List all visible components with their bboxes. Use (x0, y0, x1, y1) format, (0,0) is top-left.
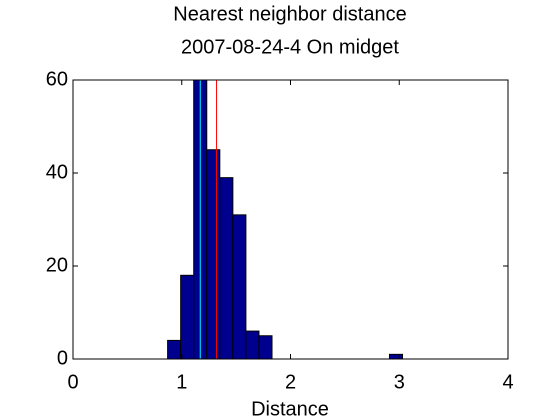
chart-title: Nearest neighbor distance (173, 3, 406, 25)
y-tick-label: 0 (57, 347, 68, 369)
bar (167, 339, 182, 359)
x-tick-label: 1 (176, 371, 187, 393)
y-tick-label: 60 (46, 68, 68, 90)
bar (232, 214, 247, 359)
bar (258, 335, 273, 359)
x-tick-label: 2 (285, 371, 296, 393)
plot-area (167, 80, 404, 359)
bar (245, 330, 260, 359)
y-tick-label: 40 (46, 161, 68, 183)
x-tick-label: 3 (394, 371, 405, 393)
y-tick-label: 20 (46, 254, 68, 276)
x-axis-label: Distance (251, 398, 329, 420)
bar (219, 177, 234, 359)
chart-subtitle: 2007-08-24-4 On midget (181, 36, 399, 58)
bar (180, 274, 195, 359)
x-tick-label: 4 (502, 371, 513, 393)
bar (206, 149, 221, 359)
axes-box (72, 79, 509, 360)
bar (388, 353, 404, 359)
x-tick-label: 0 (67, 371, 78, 393)
